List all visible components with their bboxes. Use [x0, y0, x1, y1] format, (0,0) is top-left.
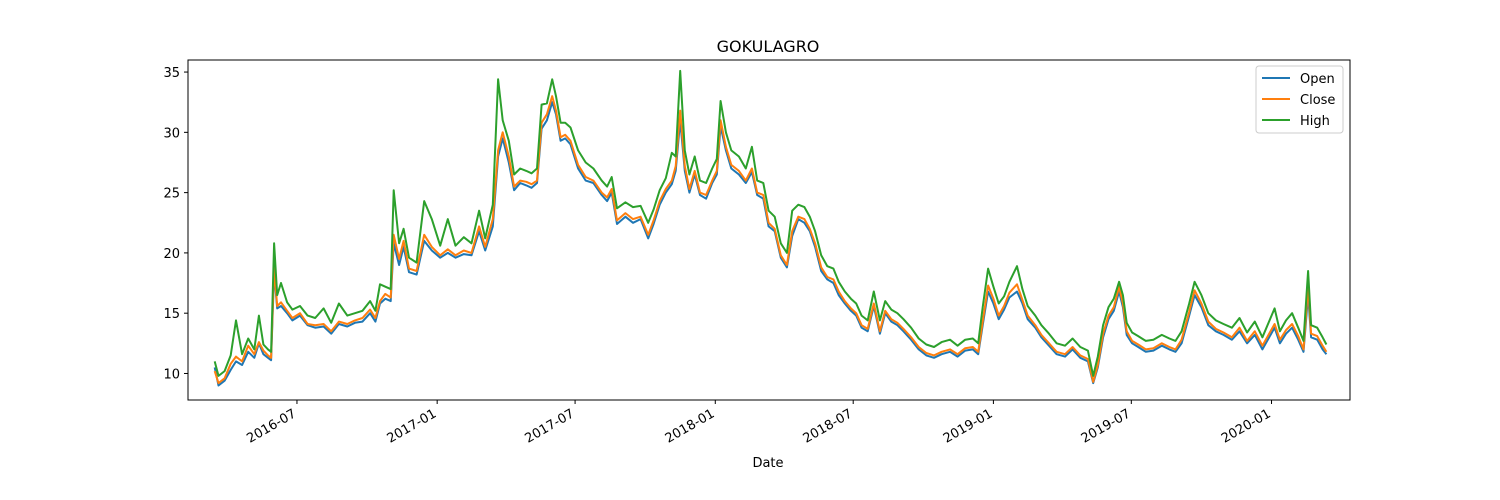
plot-frame [187, 59, 1351, 401]
y-tick-label: 20 [163, 247, 180, 262]
x-tick-label: 2018-07 [801, 406, 856, 446]
y-tick-label: 35 [163, 66, 180, 81]
x-axis-label: Date [752, 456, 783, 471]
legend-label-open: Open [1300, 72, 1335, 87]
series-line-high [213, 69, 1328, 377]
legend-label-close: Close [1300, 93, 1335, 108]
legend-label-high: High [1300, 114, 1330, 129]
x-tick-label: 2019-07 [1079, 406, 1134, 446]
y-tick-label: 15 [163, 307, 180, 322]
series-layer [213, 69, 1328, 387]
legend-box [1255, 65, 1344, 134]
chart-title: GOKULAGRO [717, 37, 820, 56]
x-axis: 2016-07 2017-01 2017-07 2018-01 2018-07 2019-… [244, 400, 1274, 447]
y-axis: 10 15 20 25 30 35 [163, 66, 188, 382]
y-tick-label: 10 [163, 367, 180, 382]
x-tick-label: 2017-01 [385, 406, 440, 446]
plot-area [187, 59, 1351, 401]
legend: Open Close High [1255, 65, 1344, 134]
y-tick-label: 25 [163, 187, 180, 202]
x-tick-label: 2016-07 [244, 406, 299, 446]
x-tick-label: 2018-01 [663, 406, 718, 446]
x-tick-label: 2019-01 [941, 406, 996, 446]
y-tick-label: 30 [163, 126, 180, 141]
x-tick-label: 2020-01 [1219, 406, 1274, 446]
x-tick-label: 2017-07 [523, 406, 578, 446]
